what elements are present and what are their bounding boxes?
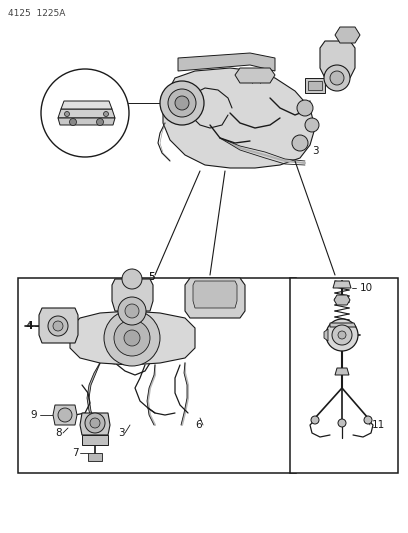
Circle shape <box>124 330 140 346</box>
Text: 11: 11 <box>372 420 385 430</box>
Circle shape <box>160 81 204 125</box>
Circle shape <box>58 408 72 422</box>
Polygon shape <box>330 323 356 327</box>
Text: 5: 5 <box>148 272 155 282</box>
Polygon shape <box>58 109 115 118</box>
Polygon shape <box>305 78 325 93</box>
Circle shape <box>338 331 346 339</box>
Circle shape <box>326 319 358 351</box>
Text: 6: 6 <box>195 420 202 430</box>
Circle shape <box>311 416 319 424</box>
Polygon shape <box>82 435 108 445</box>
Circle shape <box>118 297 146 325</box>
Text: 7: 7 <box>72 448 79 458</box>
Polygon shape <box>88 453 102 461</box>
Polygon shape <box>70 311 195 365</box>
Bar <box>18 278 296 473</box>
Circle shape <box>114 320 150 356</box>
Circle shape <box>122 269 142 289</box>
Polygon shape <box>335 27 360 43</box>
Text: 3: 3 <box>118 428 124 438</box>
Circle shape <box>297 100 313 116</box>
Polygon shape <box>335 368 349 375</box>
Circle shape <box>104 310 160 366</box>
Polygon shape <box>178 53 275 71</box>
Circle shape <box>364 416 372 424</box>
Text: 4: 4 <box>25 321 32 331</box>
Polygon shape <box>333 281 351 288</box>
Bar <box>290 278 398 473</box>
Text: 8: 8 <box>55 428 62 438</box>
Circle shape <box>332 325 352 345</box>
Circle shape <box>90 418 100 428</box>
Circle shape <box>305 118 319 132</box>
Circle shape <box>168 89 196 117</box>
Polygon shape <box>53 405 77 425</box>
Circle shape <box>69 118 77 125</box>
Circle shape <box>324 65 350 91</box>
Text: 1: 1 <box>139 343 144 352</box>
Text: 3: 3 <box>312 146 319 156</box>
Polygon shape <box>235 68 275 83</box>
Text: 1: 1 <box>348 60 355 70</box>
Text: 9: 9 <box>30 410 37 420</box>
Circle shape <box>97 118 104 125</box>
Circle shape <box>48 316 68 336</box>
Text: 4: 4 <box>26 321 33 331</box>
Polygon shape <box>163 68 315 168</box>
Circle shape <box>104 111 109 117</box>
Text: 4125  1225A: 4125 1225A <box>8 9 65 18</box>
Circle shape <box>64 111 69 117</box>
Polygon shape <box>58 118 115 125</box>
Polygon shape <box>193 281 237 308</box>
Circle shape <box>41 69 129 157</box>
Circle shape <box>338 419 346 427</box>
Polygon shape <box>334 295 350 305</box>
Circle shape <box>125 304 139 318</box>
Polygon shape <box>112 279 153 311</box>
Polygon shape <box>61 101 112 109</box>
Polygon shape <box>39 308 78 343</box>
Circle shape <box>85 413 105 433</box>
Text: 2: 2 <box>83 130 90 140</box>
Circle shape <box>292 135 308 151</box>
Polygon shape <box>185 278 245 318</box>
Text: 10: 10 <box>360 283 373 293</box>
Circle shape <box>175 96 189 110</box>
Polygon shape <box>320 41 355 78</box>
Circle shape <box>330 71 344 85</box>
Polygon shape <box>80 413 110 435</box>
Circle shape <box>53 321 63 331</box>
Polygon shape <box>324 329 328 341</box>
Text: 5: 5 <box>148 272 155 282</box>
Polygon shape <box>308 81 322 90</box>
